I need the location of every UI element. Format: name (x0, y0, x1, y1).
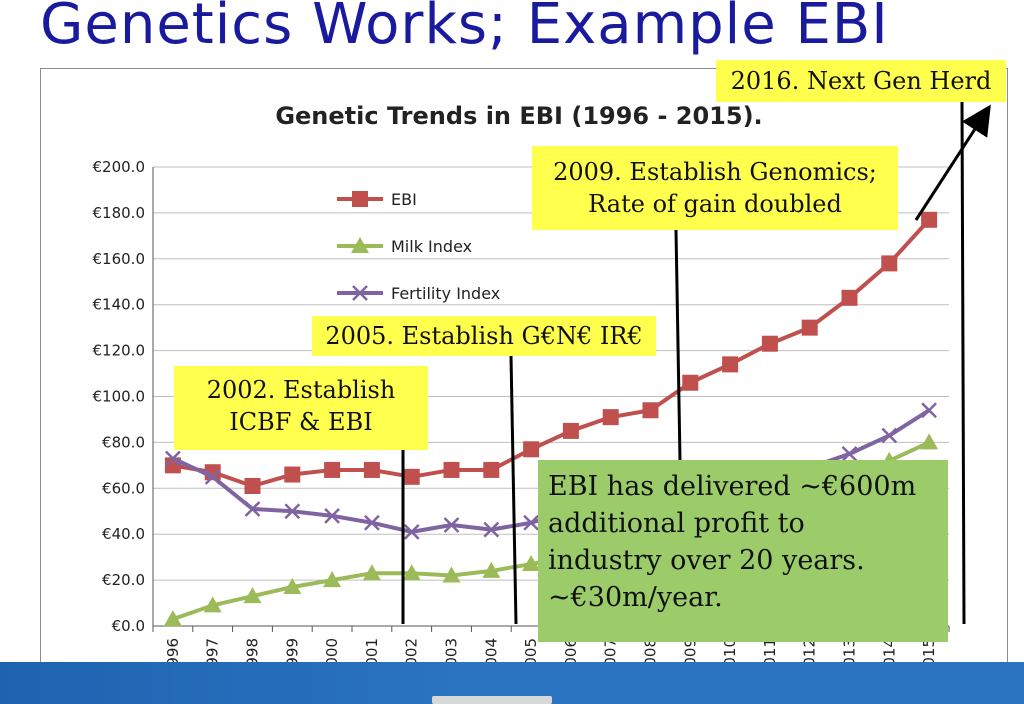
fertility-index-series-point (324, 507, 340, 524)
ebi-series-point (602, 409, 619, 426)
fertility-index-series-point-stroke (523, 514, 539, 531)
legend-ebi: EBI (337, 190, 417, 209)
milk-index-series-point (243, 587, 262, 604)
fertility-index-series-point (443, 517, 460, 533)
legend-ebi-label: EBI (391, 190, 417, 209)
summary-line-4: ~€30m/year. (548, 582, 723, 613)
legend-fertility-index-swatch-point-stroke (352, 285, 368, 301)
y-tick-label: €140.0 (93, 296, 146, 314)
annotation-2016: 2016. Next Gen Herd (716, 60, 1006, 102)
ebi-series-point (722, 356, 739, 373)
ebi-series-point (841, 289, 858, 306)
milk-index-series-point (920, 433, 939, 450)
fertility-index-series-point-stroke (921, 402, 937, 419)
legend: EBI Milk Index Fertility Index (337, 190, 500, 303)
fertility-index-series-point (364, 514, 380, 531)
milk-index-series-point (442, 566, 461, 583)
y-tick-label: €200.0 (93, 158, 146, 176)
y-tick-label: €180.0 (93, 204, 146, 222)
annotation-2005-text: 2005. Establish G€N€ IR€ (325, 322, 643, 350)
fertility-index-series-point (165, 450, 181, 467)
fertility-index-series-point-stroke (403, 524, 420, 540)
summary-line-3: industry over 20 years. (548, 545, 865, 576)
summary-line-2: additional profit to (548, 508, 805, 539)
milk-index-series-point (402, 564, 421, 581)
annotation-2002: 2002. Establish ICBF & EBI (174, 366, 428, 450)
ebi-series-point (921, 211, 938, 228)
fertility-index-series-point (204, 468, 221, 485)
legend-fertility-index: Fertility Index (337, 284, 500, 303)
fertility-index-series-point (523, 514, 539, 531)
ebi-series-point (284, 466, 301, 483)
milk-index-series-point (283, 577, 302, 594)
summary-line-1: EBI has delivered ~€600m (548, 471, 917, 502)
chart-title: Genetic Trends in EBI (1996 - 2015). (275, 102, 762, 130)
ebi-series-point (562, 422, 579, 439)
milk-index-series-point (163, 610, 182, 627)
fertility-index-series-point (841, 445, 858, 462)
ebi-series-point (881, 255, 898, 272)
annotation-2016-text: 2016. Next Gen Herd (730, 67, 992, 95)
annotation-2009: 2009. Establish Genomics; Rate of gain d… (532, 146, 898, 230)
annotation-2002-line1: 2002. Establish (206, 376, 396, 404)
fertility-index-series-point-stroke (881, 427, 898, 444)
milk-index-series-point (323, 571, 342, 588)
legend-fertility-index-swatch-point (352, 285, 368, 301)
y-tick-label: €60.0 (102, 479, 145, 497)
y-tick-label: €0.0 (112, 617, 145, 635)
milk-index-series-point (362, 564, 381, 581)
fertility-index-series-point-stroke (483, 521, 500, 538)
fertility-index-series-point (921, 402, 937, 419)
ebi-series-point (443, 461, 460, 478)
fertility-index-series-point-stroke (204, 468, 221, 485)
ebi-series-point (523, 441, 540, 458)
ebi-series-point (642, 402, 659, 419)
ebi-series-point (483, 461, 500, 478)
fertility-index-series-point-stroke (244, 501, 261, 517)
y-tick-label: €20.0 (102, 571, 145, 589)
fertility-index-series-point-stroke (364, 514, 380, 531)
legend-milk-index-label: Milk Index (391, 237, 472, 256)
summary-callout: EBI has delivered ~€600m additional prof… (538, 460, 948, 642)
annotation-2002-line2: ICBF & EBI (229, 408, 373, 436)
milk-index-series-point (482, 561, 501, 578)
fertility-index-series-point-stroke (165, 450, 181, 467)
ebi-series-point (682, 374, 699, 391)
fertility-index-series-point (403, 524, 420, 540)
fertility-index-series-point (881, 427, 898, 444)
ebi-series-point (363, 461, 380, 478)
legend-ebi-swatch-point (352, 191, 368, 207)
annotation-2009-line1: 2009. Establish Genomics; (553, 158, 877, 186)
fertility-index-series-point (284, 503, 301, 520)
legend-milk-index: Milk Index (337, 237, 472, 256)
y-tick-label: €120.0 (93, 342, 146, 360)
fertility-index-series-point (483, 521, 500, 538)
fertility-index-series-point-stroke (443, 517, 460, 533)
milk-index-series-point (203, 596, 222, 613)
ebi-series-point (801, 319, 818, 336)
legend-milk-index-swatch-point (351, 237, 369, 253)
ebi-series-point (761, 335, 778, 352)
milk-index-series-point (522, 555, 541, 572)
y-tick-label: €80.0 (102, 433, 145, 451)
fertility-index-series-point (244, 501, 261, 517)
legend-fertility-index-label: Fertility Index (391, 284, 500, 303)
fertility-index-series-point-stroke (841, 445, 858, 462)
footer-logo (432, 696, 552, 704)
y-tick-label: €160.0 (93, 250, 146, 268)
slide-title: Genetics Works; Example EBI (40, 0, 889, 57)
ebi-series-point (244, 478, 261, 495)
y-tick-label: €40.0 (102, 525, 145, 543)
ebi-series-point (403, 468, 420, 485)
fertility-index-series-point-stroke (324, 507, 340, 524)
ebi-series-point (324, 461, 341, 478)
annotation-2009-line2: Rate of gain doubled (588, 190, 842, 218)
ebi-series (164, 211, 938, 495)
fertility-index-series-point-stroke (284, 503, 301, 520)
y-tick-label: €100.0 (93, 388, 146, 406)
annotation-2005: 2005. Establish G€N€ IR€ (312, 316, 656, 356)
